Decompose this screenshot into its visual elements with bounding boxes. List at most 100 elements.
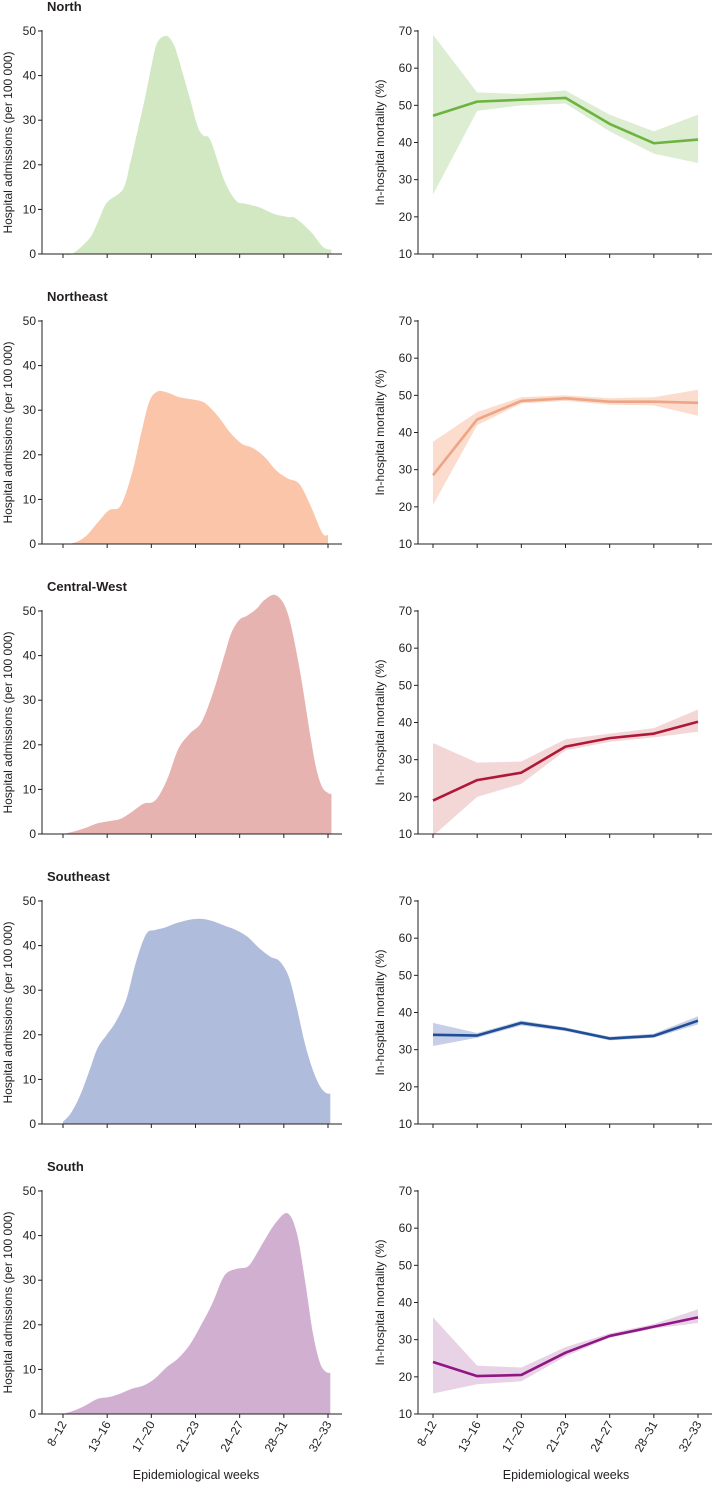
mort-y-tick-label: 40: [399, 1296, 413, 1310]
adm-y-tick-label: 20: [23, 1028, 37, 1042]
adm-x-tick-label: 8–12: [44, 1418, 70, 1448]
adm-y-tick-label: 10: [23, 202, 37, 216]
region-title: Northeast: [47, 289, 108, 304]
region-row-north: North 0 10 20 30 40 50 Hospital admissions (per…: [1, 0, 712, 261]
adm-y-tick-label: 10: [23, 782, 37, 796]
mort-x-tick-label: 32–33: [676, 1418, 705, 1454]
mortality-ci-band: [433, 709, 698, 836]
adm-y-tick-label: 40: [23, 649, 37, 663]
mort-y-tick-label: 70: [399, 24, 413, 38]
adm-y-axis-title: Hospital admissions (per 100 000): [1, 341, 15, 523]
region-row-south: South 0 10 20 30 40 50 Hospital admissions (per…: [1, 1159, 712, 1454]
mortality-chart-central-west: 10 20 30 40 50 60 70 In-hospital mortality (%): [373, 604, 712, 841]
adm-y-tick-label: 30: [23, 403, 37, 417]
mort-y-tick-label: 20: [399, 790, 413, 804]
adm-y-tick-label: 20: [23, 448, 37, 462]
adm-y-tick-label: 10: [23, 1362, 37, 1376]
mortality-chart-southeast: 10 20 30 40 50 60 70 In-hospital mortality (%): [373, 894, 712, 1131]
mort-y-tick-label: 60: [399, 1221, 413, 1235]
adm-y-tick-label: 10: [23, 1072, 37, 1086]
mort-y-tick-label: 40: [399, 136, 413, 150]
mort-y-tick-label: 50: [399, 968, 413, 982]
adm-y-tick-label: 0: [29, 537, 36, 551]
mort-x-tick-label: 28–31: [632, 1418, 661, 1454]
mort-y-tick-label: 50: [399, 678, 413, 692]
adm-y-tick-label: 0: [29, 1117, 36, 1131]
mort-y-tick-label: 10: [399, 1117, 413, 1131]
mortality-chart-north: 10 20 30 40 50 60 70 In-hospital mortality (%): [373, 24, 712, 261]
adm-y-tick-label: 30: [23, 113, 37, 127]
adm-y-tick-label: 50: [23, 894, 37, 908]
mort-y-axis-title: In-hospital mortality (%): [373, 369, 387, 495]
mort-y-tick-label: 70: [399, 1184, 413, 1198]
mortality-line: [431, 397, 699, 477]
adm-y-tick-label: 50: [23, 24, 37, 38]
adm-x-tick-label: 21–23: [173, 1418, 202, 1454]
admissions-chart-northeast: 0 10 20 30 40 50 Hospital admissions (per 100 …: [1, 314, 342, 551]
mort-y-tick-label: 20: [399, 1080, 413, 1094]
mort-y-tick-label: 30: [399, 753, 413, 767]
adm-y-tick-label: 40: [23, 1229, 37, 1243]
mort-x-tick-label: 17–20: [499, 1418, 528, 1454]
mort-y-tick-label: 60: [399, 931, 413, 945]
mort-y-tick-label: 20: [399, 500, 413, 514]
mort-y-tick-label: 60: [399, 351, 413, 365]
mort-y-tick-label: 10: [399, 537, 413, 551]
region-title: Southeast: [47, 869, 111, 884]
mort-x-tick-label: 8–12: [414, 1418, 440, 1448]
admissions-area: [63, 35, 332, 256]
adm-y-tick-label: 30: [23, 693, 37, 707]
adm-y-tick-label: 40: [23, 359, 37, 373]
admissions-area: [63, 594, 332, 834]
adm-y-tick-label: 50: [23, 314, 37, 328]
adm-y-tick-label: 50: [23, 604, 37, 618]
adm-y-tick-label: 50: [23, 1184, 37, 1198]
adm-y-tick-label: 0: [29, 827, 36, 841]
mort-y-tick-label: 70: [399, 604, 413, 618]
mort-y-tick-label: 70: [399, 314, 413, 328]
admissions-area: [63, 1212, 331, 1414]
mort-y-tick-label: 20: [399, 210, 413, 224]
admissions-area: [63, 918, 331, 1124]
adm-y-tick-label: 20: [23, 1318, 37, 1332]
mort-x-tick-label: 24–27: [587, 1418, 616, 1454]
adm-x-tick-label: 32–33: [306, 1418, 335, 1454]
adm-y-tick-label: 0: [29, 1407, 36, 1421]
mort-y-tick-label: 30: [399, 1043, 413, 1057]
region-title: North: [47, 0, 82, 14]
adm-x-tick-label: 13–16: [85, 1418, 114, 1454]
adm-y-tick-label: 30: [23, 1273, 37, 1287]
mort-y-axis-title: In-hospital mortality (%): [373, 949, 387, 1075]
adm-y-tick-label: 10: [23, 492, 37, 506]
admissions-area: [63, 390, 328, 544]
mort-y-tick-label: 30: [399, 173, 413, 187]
mort-y-tick-label: 20: [399, 1370, 413, 1384]
mortality-ci-band: [433, 34, 698, 195]
region-row-northeast: Northeast 0 10 20 30 40 50 Hospital admissions …: [1, 289, 712, 551]
mort-y-axis-title: In-hospital mortality (%): [373, 79, 387, 205]
adm-y-axis-title: Hospital admissions (per 100 000): [1, 631, 15, 813]
adm-y-tick-label: 40: [23, 69, 37, 83]
mort-y-axis-title: In-hospital mortality (%): [373, 1239, 387, 1365]
admissions-chart-central-west: 0 10 20 30 40 50 Hospital admissions (per 100 …: [1, 594, 342, 841]
mortality-ci-band: [433, 389, 698, 505]
mort-y-tick-label: 60: [399, 641, 413, 655]
region-title: Central-West: [47, 579, 128, 594]
mort-y-tick-label: 30: [399, 1333, 413, 1347]
adm-x-tick-label: 28–31: [262, 1418, 291, 1454]
adm-y-axis-title: Hospital admissions (per 100 000): [1, 51, 15, 233]
adm-x-tick-label: 17–20: [129, 1418, 158, 1454]
adm-y-axis-title: Hospital admissions (per 100 000): [1, 1211, 15, 1393]
region-row-southeast: Southeast 0 10 20 30 40 50 Hospital admissions …: [1, 869, 712, 1131]
mort-y-tick-label: 10: [399, 827, 413, 841]
mortality-x-axis-title: Epidemiological weeks: [503, 1468, 629, 1482]
admissions-chart-south: 0 10 20 30 40 50 Hospital admissions (per 100 …: [1, 1184, 342, 1454]
admissions-chart-southeast: 0 10 20 30 40 50 Hospital admissions (per 100 …: [1, 894, 342, 1131]
adm-y-axis-title: Hospital admissions (per 100 000): [1, 921, 15, 1103]
mort-y-tick-label: 60: [399, 61, 413, 75]
adm-y-tick-label: 20: [23, 158, 37, 172]
adm-y-tick-label: 20: [23, 738, 37, 752]
mort-y-tick-label: 10: [399, 247, 413, 261]
mortality-ci-band: [433, 1016, 698, 1046]
